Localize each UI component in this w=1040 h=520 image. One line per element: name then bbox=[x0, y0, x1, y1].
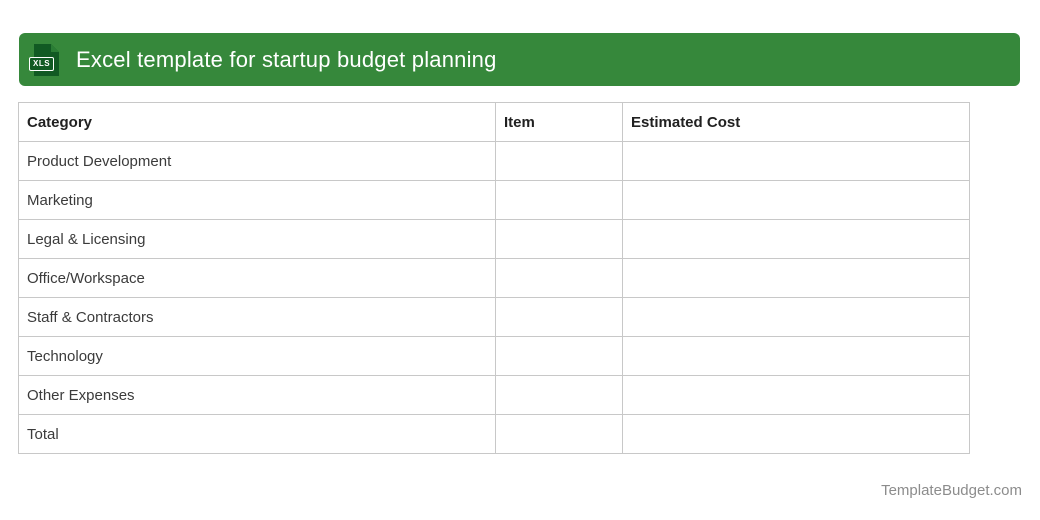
cost-cell bbox=[622, 180, 970, 220]
item-cell bbox=[495, 219, 623, 259]
item-cell bbox=[495, 336, 623, 376]
item-cell bbox=[495, 141, 623, 181]
table-row: Other Expenses bbox=[18, 375, 970, 415]
table-row: Product Development bbox=[18, 141, 970, 181]
cost-cell bbox=[622, 336, 970, 376]
table-row: Legal & Licensing bbox=[18, 219, 970, 259]
xls-badge-label: XLS bbox=[29, 56, 55, 71]
item-cell bbox=[495, 375, 623, 415]
category-cell: Product Development bbox=[18, 141, 496, 181]
item-cell bbox=[495, 180, 623, 220]
budget-table: Category Item Estimated Cost Product Dev… bbox=[18, 102, 970, 454]
category-cell: Technology bbox=[18, 336, 496, 376]
cost-cell bbox=[622, 297, 970, 337]
item-cell bbox=[495, 414, 623, 454]
item-cell bbox=[495, 258, 623, 298]
table-row: Office/Workspace bbox=[18, 258, 970, 298]
cost-cell bbox=[622, 258, 970, 298]
column-header-item: Item bbox=[495, 102, 623, 142]
xls-file-icon: XLS bbox=[29, 43, 59, 76]
item-cell bbox=[495, 297, 623, 337]
category-cell: Marketing bbox=[18, 180, 496, 220]
table-row: Staff & Contractors bbox=[18, 297, 970, 337]
table-row: Technology bbox=[18, 336, 970, 376]
category-cell: Office/Workspace bbox=[18, 258, 496, 298]
table-header-row: Category Item Estimated Cost bbox=[18, 102, 970, 142]
header-bar: XLS Excel template for startup budget pl… bbox=[19, 33, 1020, 86]
table-row: Total bbox=[18, 414, 970, 454]
cost-cell bbox=[622, 414, 970, 454]
cost-cell bbox=[622, 141, 970, 181]
category-cell: Other Expenses bbox=[18, 375, 496, 415]
category-cell: Staff & Contractors bbox=[18, 297, 496, 337]
category-cell: Legal & Licensing bbox=[18, 219, 496, 259]
cost-cell bbox=[622, 219, 970, 259]
table-row: Marketing bbox=[18, 180, 970, 220]
column-header-estimated-cost: Estimated Cost bbox=[622, 102, 970, 142]
category-cell: Total bbox=[18, 414, 496, 454]
watermark-text: TemplateBudget.com bbox=[881, 482, 1022, 499]
page-title: Excel template for startup budget planni… bbox=[76, 46, 497, 72]
cost-cell bbox=[622, 375, 970, 415]
column-header-category: Category bbox=[18, 102, 496, 142]
